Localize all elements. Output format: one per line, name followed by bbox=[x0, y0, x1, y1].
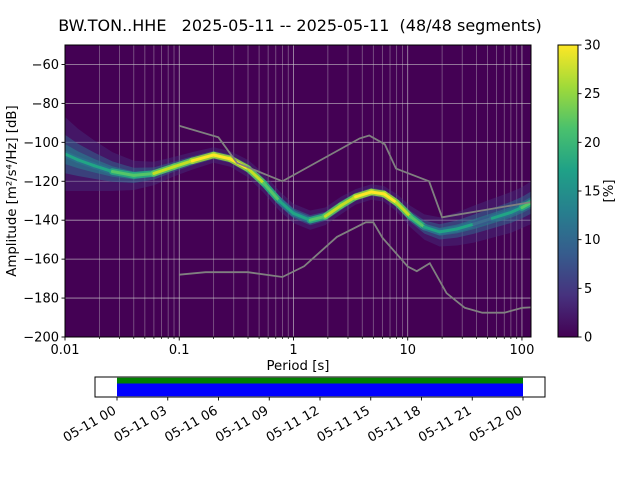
y-axis-label: Amplitude [m²/s⁴/Hz] [dB] bbox=[5, 105, 20, 276]
y-tick-label: −120 bbox=[23, 175, 59, 190]
y-tick-label: −180 bbox=[23, 292, 59, 307]
y-tick-label: −160 bbox=[23, 253, 59, 268]
timeline-tick-label: 05-11 06 bbox=[162, 403, 220, 445]
colorbar: 0 5 10 15 20 25 30 bbox=[557, 39, 601, 346]
peterson-noise-model-curves bbox=[178, 124, 531, 314]
timeline-tick-label: 05-11 15 bbox=[315, 403, 373, 445]
chart-title: BW.TON..HHE 2025-05-11 -- 2025-05-11 (48… bbox=[58, 16, 541, 35]
y-axis: −200 −180 −160 −140 −120 −100 −80 −60 bbox=[23, 58, 65, 346]
colorbar-tick-label: 30 bbox=[584, 39, 601, 54]
plot-background bbox=[65, 45, 531, 337]
timeline-tick-label: 05-12 00 bbox=[467, 403, 525, 445]
y-tick-label: −100 bbox=[23, 136, 59, 151]
x-axis-label: Period [s] bbox=[267, 359, 330, 374]
timeline-tick-label: 05-11 03 bbox=[112, 403, 170, 445]
x-tick-label: 0.1 bbox=[169, 343, 190, 358]
y-tick-label: −140 bbox=[23, 214, 59, 229]
x-tick-label: 10 bbox=[399, 343, 416, 358]
colorbar-tick-label: 0 bbox=[584, 331, 592, 346]
psd-probability-band bbox=[65, 117, 531, 247]
timeline-coverage-band bbox=[117, 383, 523, 397]
colorbar-tick-label: 10 bbox=[584, 233, 601, 248]
colorbar-label: [%] bbox=[602, 179, 617, 202]
colorbar-tick-label: 5 bbox=[584, 282, 592, 297]
colorbar-tick-label: 15 bbox=[584, 185, 601, 200]
colorbar-tick-label: 20 bbox=[584, 136, 601, 151]
axes-frame bbox=[64, 44, 532, 338]
y-tick-label: −80 bbox=[32, 97, 59, 112]
y-tick-label: −200 bbox=[23, 331, 59, 346]
timeline-processed-band bbox=[117, 377, 523, 384]
x-tick-label: 100 bbox=[510, 343, 535, 358]
x-tick-label: 1 bbox=[289, 343, 297, 358]
timeline-tick-label: 05-11 18 bbox=[365, 403, 423, 445]
timeline-tick-label: 05-11 00 bbox=[61, 403, 119, 445]
x-axis: 0.01 0.1 1 10 100 bbox=[51, 337, 535, 358]
x-tick-label: 0.01 bbox=[51, 343, 80, 358]
colorbar-gradient bbox=[557, 44, 579, 338]
y-tick-label: −60 bbox=[32, 58, 59, 73]
colorbar-tick-label: 25 bbox=[584, 87, 601, 102]
timeline-tick-label: 05-11 09 bbox=[213, 403, 271, 445]
timeline-tick-label: 05-11 21 bbox=[416, 403, 474, 445]
timeline-tick-label: 05-11 12 bbox=[264, 403, 322, 445]
